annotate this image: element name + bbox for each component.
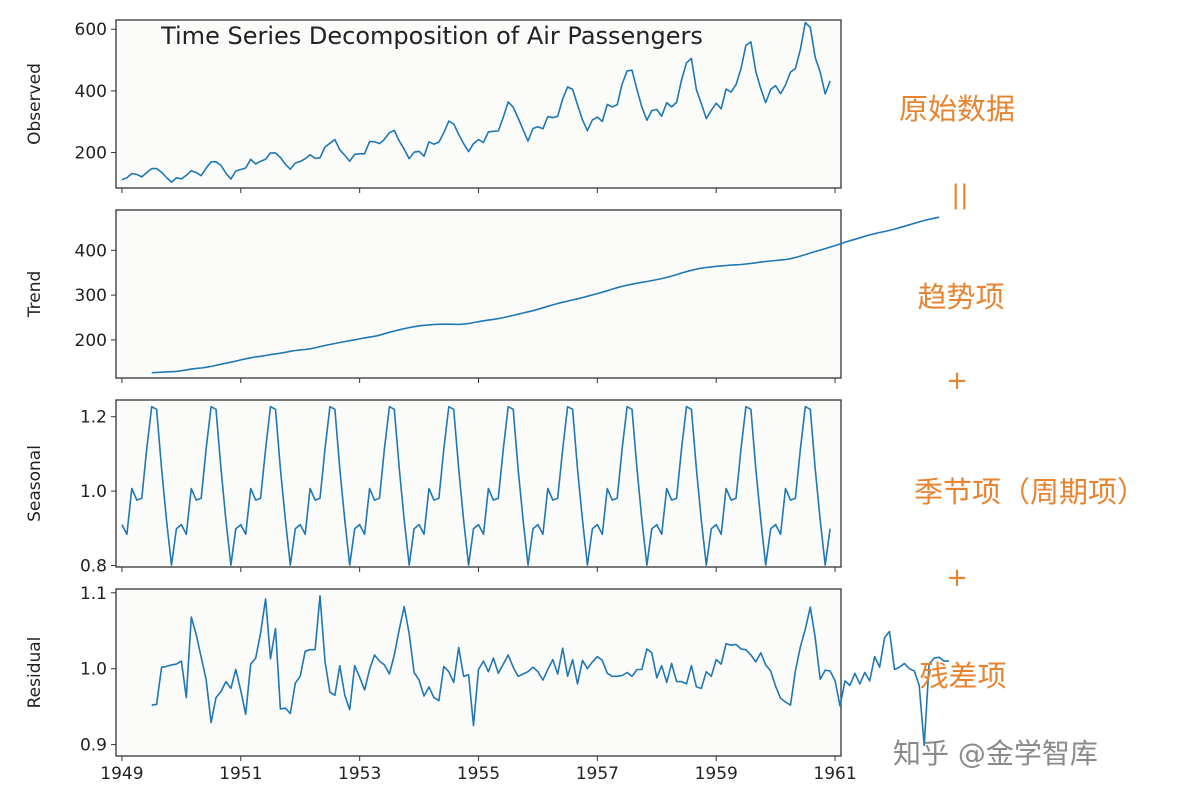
ytick-label-trend-2: 400 (75, 241, 107, 261)
panel-seasonal: 0.8 1.0 1.2 Seasonal (25, 399, 842, 577)
annotation-plus-2: + (946, 563, 968, 593)
panels-group: 200 400 600 Observed 200 300 400 Trend 0.8 1.0 1.2… (25, 19, 949, 784)
ytick-label-observed-1: 400 (75, 82, 107, 102)
ytick-label-seasonal-2: 1.2 (80, 408, 107, 428)
ytick-label-residual-2: 1.1 (80, 584, 107, 604)
ytick-label-observed-2: 600 (75, 20, 107, 40)
ylabel-seasonal: Seasonal (25, 445, 45, 522)
panel-frame-seasonal (115, 399, 842, 568)
xtick-label-0: 1949 (100, 764, 143, 784)
annotation-observed: 原始数据 (898, 92, 1016, 126)
panel-observed: 200 400 600 Observed (25, 19, 842, 193)
ytick-label-residual-1: 1.0 (80, 660, 107, 680)
series-line-observed (121, 21, 831, 183)
annotation-trend: 趋势项 (917, 280, 1005, 314)
ytick-label-trend-1: 300 (75, 286, 107, 306)
watermark: 知乎 @金学智库 (893, 737, 1098, 770)
ytick-label-observed-0: 200 (75, 144, 107, 164)
ytick-label-residual-0: 0.9 (80, 736, 107, 756)
xtick-label-5: 1959 (695, 764, 738, 784)
panel-residual: 0.9 1.0 1.1 Residual (25, 584, 949, 761)
series-line-trend (151, 216, 940, 374)
annotation-residual: 残差项 (919, 659, 1007, 693)
ylabel-residual: Residual (25, 637, 45, 709)
annotation-seasonal: 季节项（周期项） (913, 475, 1147, 509)
panel-frame-trend (115, 209, 842, 379)
annotation-plus-1: + (946, 366, 968, 396)
panel-trend: 200 300 400 Trend (25, 209, 940, 383)
ytick-label-seasonal-0: 0.8 (80, 557, 107, 577)
ytick-label-trend-0: 200 (75, 331, 107, 351)
xtick-label-4: 1957 (576, 764, 619, 784)
series-line-seasonal (121, 405, 831, 566)
xtick-label-1: 1951 (219, 764, 262, 784)
xtick-label-6: 1961 (813, 764, 856, 784)
ytick-label-seasonal-1: 1.0 (80, 482, 107, 502)
ylabel-trend: Trend (25, 271, 45, 319)
panel-frame-observed (115, 19, 842, 189)
ylabel-observed: Observed (25, 63, 45, 145)
xtick-label-3: 1955 (457, 764, 500, 784)
chart-title: Time Series Decomposition of Air Passeng… (160, 22, 703, 50)
xtick-label-2: 1953 (338, 764, 381, 784)
series-line-residual (151, 595, 949, 747)
annotation-equals: || (951, 180, 969, 210)
